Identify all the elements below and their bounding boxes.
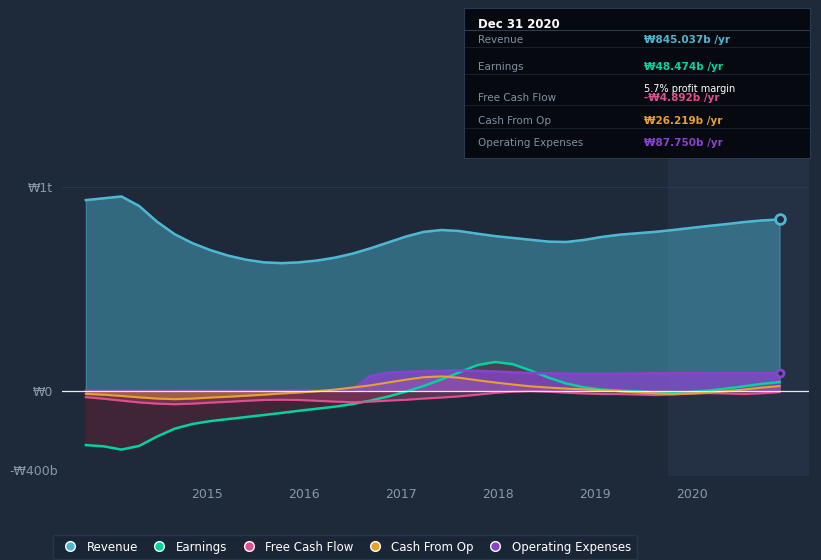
Text: ₩87.750b /yr: ₩87.750b /yr <box>644 138 722 148</box>
Legend: Revenue, Earnings, Free Cash Flow, Cash From Op, Operating Expenses: Revenue, Earnings, Free Cash Flow, Cash … <box>53 535 636 559</box>
Text: Earnings: Earnings <box>478 62 523 72</box>
Text: Free Cash Flow: Free Cash Flow <box>478 94 556 104</box>
Text: Cash From Op: Cash From Op <box>478 116 551 126</box>
Text: -₩400b: -₩400b <box>9 465 57 478</box>
Text: Dec 31 2020: Dec 31 2020 <box>478 18 559 31</box>
Text: ₩845.037b /yr: ₩845.037b /yr <box>644 35 730 45</box>
Text: -₩4.892b /yr: -₩4.892b /yr <box>644 94 719 104</box>
Text: ₩26.219b /yr: ₩26.219b /yr <box>644 116 722 126</box>
Text: ₩48.474b /yr: ₩48.474b /yr <box>644 62 723 72</box>
Text: 5.7% profit margin: 5.7% profit margin <box>644 85 736 95</box>
Text: Revenue: Revenue <box>478 35 523 45</box>
Text: Operating Expenses: Operating Expenses <box>478 138 583 148</box>
Bar <box>668 157 809 476</box>
